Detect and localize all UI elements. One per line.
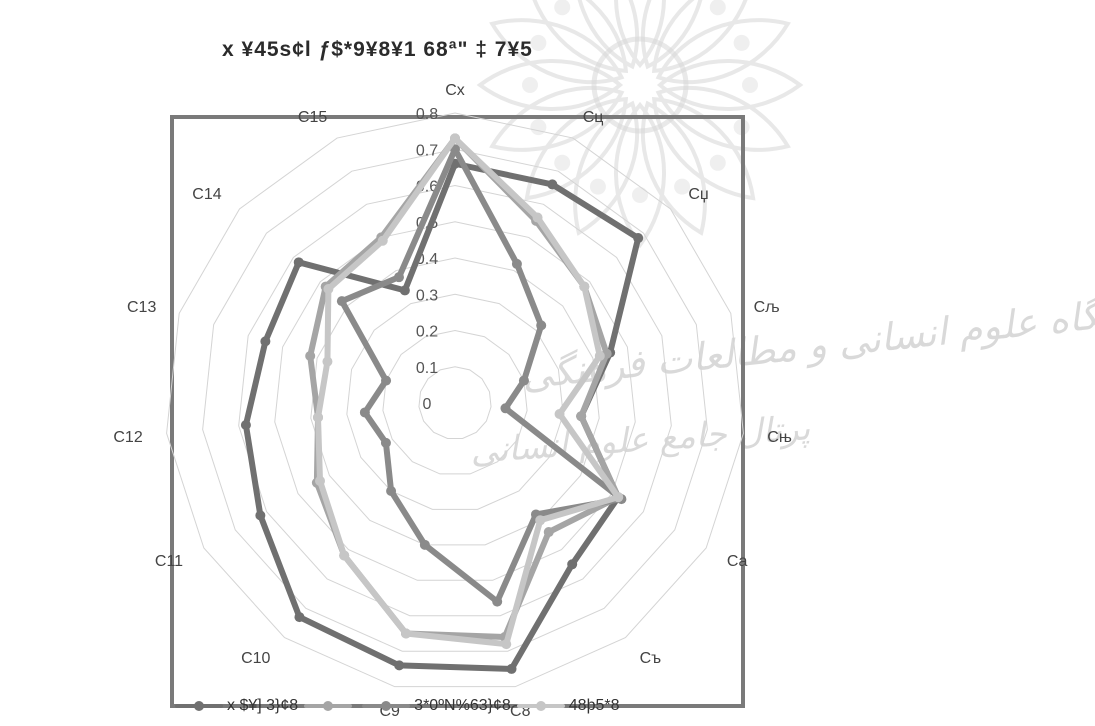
data-point: [576, 411, 587, 422]
radial-tick-label: 0.3: [416, 287, 438, 304]
data-point: [594, 350, 605, 361]
category-label: C14: [192, 186, 221, 203]
data-point: [554, 408, 565, 419]
category-label: Cъ: [640, 650, 662, 667]
data-point: [377, 235, 388, 246]
data-point: [532, 212, 543, 223]
category-label: Cц: [583, 109, 604, 126]
data-point: [394, 660, 405, 671]
series-1: [240, 158, 644, 674]
category-label: Cљ: [754, 299, 780, 316]
grid-ring: [202, 148, 708, 652]
data-point: [579, 281, 590, 292]
data-point: [339, 550, 350, 561]
radial-tick-label: 0.2: [416, 324, 438, 341]
legend-swatch-series-3: [362, 701, 411, 711]
grid-ring: [346, 293, 564, 510]
grid-ring: [418, 366, 492, 439]
data-point: [359, 407, 370, 418]
data-point: [506, 663, 517, 674]
data-point: [336, 296, 347, 307]
data-point: [547, 179, 558, 190]
category-label: Ca: [727, 553, 748, 570]
data-point: [315, 475, 326, 486]
data-point: [260, 336, 271, 347]
data-point: [500, 403, 511, 414]
data-point: [567, 559, 578, 570]
data-point: [450, 133, 460, 144]
category-label: Cџ: [688, 186, 708, 203]
radar-grid: [166, 112, 744, 688]
data-point: [399, 285, 410, 296]
data-point: [305, 350, 316, 361]
data-point: [401, 628, 412, 639]
data-point: [518, 375, 529, 386]
category-label: C13: [127, 299, 156, 316]
data-point: [501, 639, 512, 650]
data-point: [380, 437, 391, 448]
category-label: C11: [155, 553, 183, 570]
plot-area-frame: [170, 115, 745, 708]
legend-label-series-4: 48þ5*8: [568, 697, 620, 714]
series-line: [307, 135, 622, 641]
series-4: [313, 133, 624, 650]
legend-swatch-series-1: [175, 701, 223, 711]
data-point: [536, 320, 547, 331]
data-point: [393, 272, 404, 283]
legend-swatch-series-4: [516, 701, 565, 711]
legend-item-series-4: 48þ5*8: [516, 697, 620, 715]
data-point: [633, 233, 644, 244]
data-point: [543, 527, 554, 538]
data-point: [294, 612, 305, 623]
radial-tick-label: 0.1: [416, 360, 438, 377]
series-line: [315, 135, 622, 648]
data-point: [386, 485, 397, 496]
grid-ring: [274, 221, 636, 581]
radial-tick-label: 0: [423, 396, 432, 413]
grid-ring: [382, 329, 528, 475]
data-point: [381, 375, 392, 386]
category-label: C12: [113, 429, 142, 446]
data-point: [313, 412, 324, 423]
legend-item-series-1: x $¥] 3}¢8: [175, 697, 298, 715]
category-label: Cњ: [767, 429, 792, 446]
data-point: [322, 356, 333, 367]
data-point: [323, 283, 334, 294]
data-point: [613, 492, 624, 503]
legend-item-series-3: 3*0ºN%63}¢8: [362, 697, 511, 715]
grid-ring: [166, 112, 744, 688]
chart-title: x ¥45s¢l ƒ$*9¥8¥1 68ª" ‡ 7¥5: [222, 38, 533, 61]
grid-ring: [310, 257, 600, 546]
data-point: [535, 515, 546, 526]
series-3: [336, 144, 627, 607]
data-point: [511, 258, 522, 269]
legend-label-series-3: 3*0ºN%63}¢8: [414, 697, 511, 714]
legend-label-series-1: x $¥] 3}¢8: [227, 697, 299, 714]
data-point: [492, 596, 503, 607]
series-line: [242, 160, 642, 672]
radial-tick-label: 0.8: [416, 106, 438, 123]
series-line: [338, 146, 625, 605]
data-point: [293, 257, 304, 268]
radial-tick-label: 0.7: [416, 142, 438, 159]
data-point: [240, 419, 251, 430]
category-label: C15: [298, 109, 327, 126]
grid-ring: [238, 184, 672, 617]
legend-item-series-2: [304, 701, 356, 711]
data-point: [419, 539, 430, 550]
category-label: C10: [241, 650, 270, 667]
legend-swatch-series-2: [304, 701, 353, 711]
category-label: Cx: [445, 82, 465, 99]
data-point: [255, 510, 266, 521]
chart-legend: x $¥] 3}¢8 3*0ºN%63}¢8 48þ5*8: [175, 690, 735, 722]
